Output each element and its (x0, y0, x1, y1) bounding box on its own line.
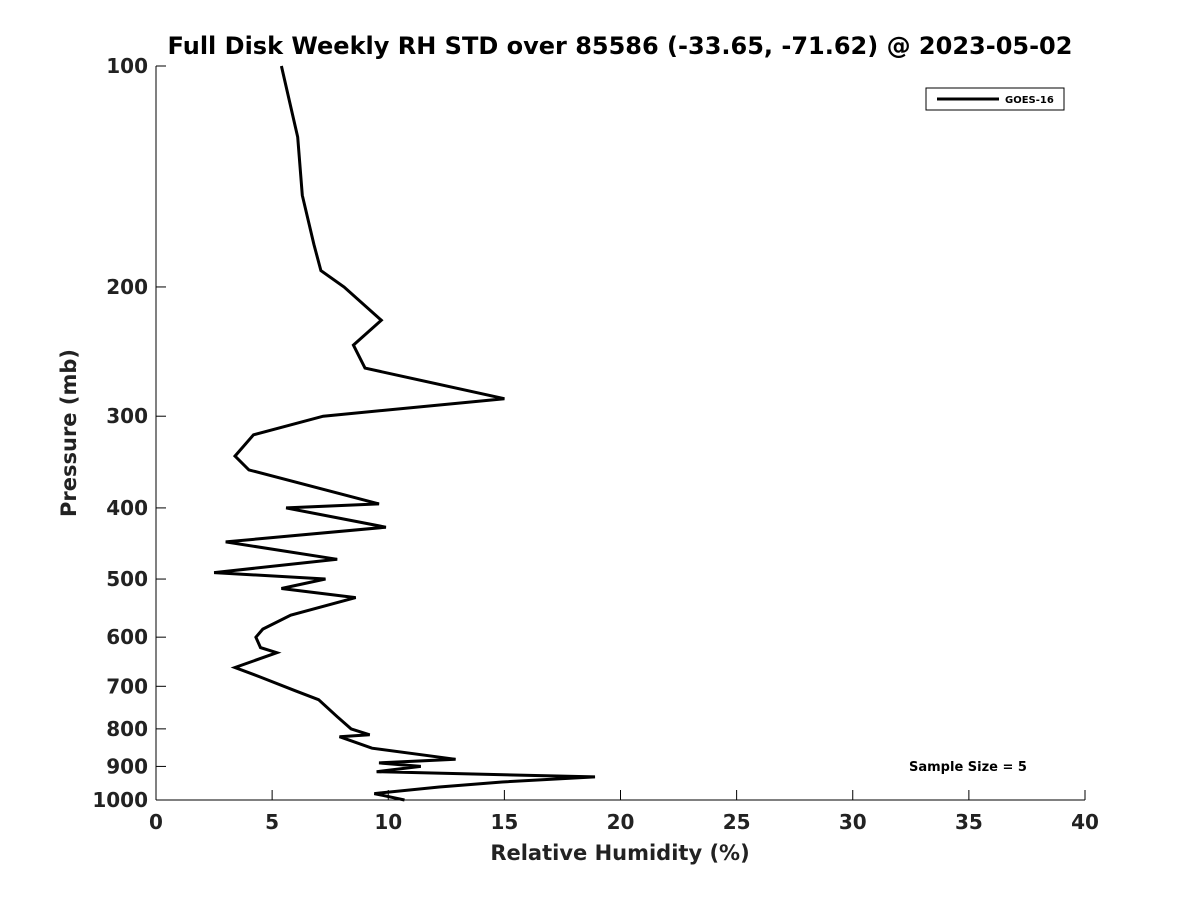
x-tick-label: 30 (839, 810, 867, 834)
x-tick-label: 10 (374, 810, 402, 834)
y-tick-label: 300 (106, 404, 148, 428)
y-tick-label: 100 (106, 54, 148, 78)
x-axis-label: Relative Humidity (%) (490, 841, 749, 865)
y-ticks: 100 200 300 400 500 600 700 800 900 1000 (92, 54, 166, 812)
legend-label: GOES-16 (1005, 95, 1054, 106)
y-tick-label: 900 (106, 754, 148, 778)
x-tick-label: 35 (955, 810, 983, 834)
y-tick-label: 700 (106, 674, 148, 698)
x-tick-label: 5 (265, 810, 279, 834)
y-tick-label: 400 (106, 496, 148, 520)
x-ticks: 0 5 10 15 20 25 30 35 40 (149, 790, 1099, 834)
x-tick-label: 15 (490, 810, 518, 834)
x-tick-label: 25 (723, 810, 751, 834)
legend: GOES-16 (925, 87, 1065, 111)
y-tick-label: 600 (106, 625, 148, 649)
y-tick-label: 1000 (92, 788, 148, 812)
y-tick-label: 500 (106, 567, 148, 591)
y-tick-label: 200 (106, 275, 148, 299)
x-tick-label: 20 (607, 810, 635, 834)
chart-title: Full Disk Weekly RH STD over 85586 (-33.… (168, 32, 1073, 60)
x-tick-label: 0 (149, 810, 163, 834)
y-tick-label: 800 (106, 717, 148, 741)
y-axis-label: Pressure (mb) (57, 349, 81, 517)
sample-size-annotation: Sample Size = 5 (909, 760, 1027, 775)
x-tick-label: 40 (1071, 810, 1099, 834)
series-line-goes-16 (213, 65, 596, 802)
